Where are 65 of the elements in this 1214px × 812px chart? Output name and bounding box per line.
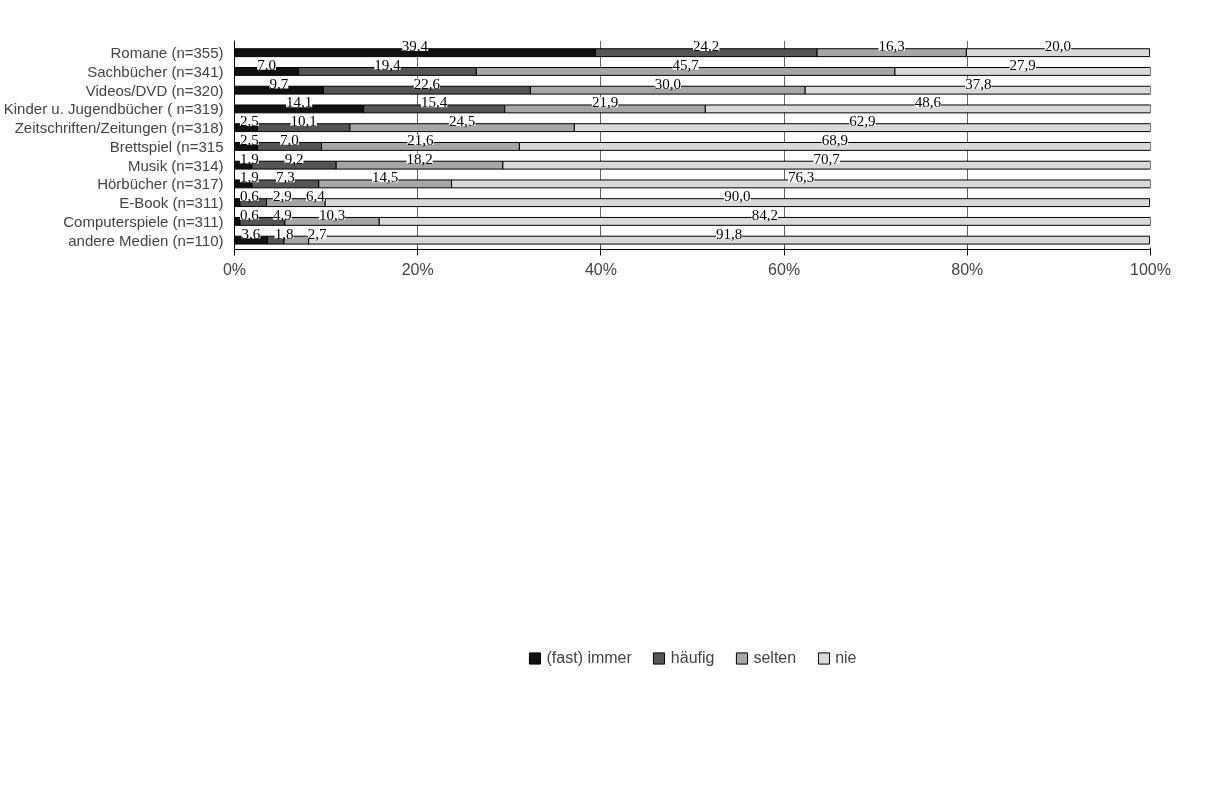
data-label: 4,9 xyxy=(272,206,292,223)
data-label: 1,8 xyxy=(274,225,294,242)
data-label: 2,5 xyxy=(239,131,259,148)
data-label: 19,4 xyxy=(374,56,402,73)
y-tick-label: Brettspiel (n=315 xyxy=(109,137,224,155)
data-label: 1,9 xyxy=(239,169,259,186)
data-label: 76,3 xyxy=(787,169,815,186)
data-label: 21,9 xyxy=(591,94,619,111)
data-label: 14,1 xyxy=(285,94,313,111)
x-tick-label: 0% xyxy=(222,260,247,278)
y-tick-label: Musik (n=314) xyxy=(128,156,224,174)
y-tick-label: E-Book (n=311) xyxy=(119,194,224,212)
data-label: 6,4 xyxy=(306,188,326,205)
data-label: 7,3 xyxy=(275,169,295,186)
data-label: 3,6 xyxy=(241,225,261,242)
data-label: 14,5 xyxy=(372,169,399,186)
data-label: 0,6 xyxy=(239,206,260,223)
x-tick-label: 60% xyxy=(768,260,801,278)
data-label: 0,6 xyxy=(239,188,260,205)
data-label: 16,3 xyxy=(878,38,905,55)
data-label: 68,9 xyxy=(821,131,849,148)
y-tick-label: Hörbücher (n=317) xyxy=(97,175,224,193)
data-label: 10,1 xyxy=(290,113,317,130)
data-label: 27,9 xyxy=(1009,56,1036,73)
y-tick-label: andere Medien (n=110) xyxy=(68,231,224,249)
data-label: 2,5 xyxy=(239,113,259,130)
legend-label: nie xyxy=(835,649,857,667)
y-tick-label: Romane (n=355) xyxy=(110,44,224,62)
data-label: 48,6 xyxy=(914,94,942,111)
data-label: 24,2 xyxy=(693,38,720,55)
data-label: 45,7 xyxy=(672,56,700,73)
data-label: 1,9 xyxy=(239,150,259,167)
data-label: 22,6 xyxy=(413,75,441,92)
y-tick-label: Videos/DVD (n=320) xyxy=(85,81,224,99)
data-label: 2,7 xyxy=(307,225,327,242)
data-label: 7,0 xyxy=(257,56,276,73)
data-label: 84,2 xyxy=(751,206,778,223)
y-tick-label: Computerspiele (n=311) xyxy=(63,212,224,230)
data-label: 2,9 xyxy=(272,188,292,205)
data-label: 15,4 xyxy=(421,94,448,111)
x-tick-label: 20% xyxy=(401,260,434,278)
y-tick-label: Sachbücher (n=341) xyxy=(87,62,224,80)
data-label: 70,7 xyxy=(813,150,841,167)
legend-label: (fast) immer xyxy=(546,649,632,667)
data-label: 90,0 xyxy=(724,188,751,205)
data-label: 62,9 xyxy=(849,113,876,130)
data-label: 10,3 xyxy=(318,206,346,223)
data-label: 9,7 xyxy=(269,75,289,92)
x-tick-label: 100% xyxy=(1130,260,1171,278)
y-tick-label: Zeitschriften/Zeitungen (n=318) xyxy=(14,119,224,137)
x-tick-label: 80% xyxy=(951,260,984,278)
data-label: 24,5 xyxy=(449,113,476,130)
data-label: 91,8 xyxy=(716,225,743,242)
legend-label: häufig xyxy=(670,649,715,667)
data-label: 30,0 xyxy=(654,75,681,92)
data-label: 9,2 xyxy=(284,150,304,167)
data-label: 21,6 xyxy=(407,131,435,148)
data-label: 20,0 xyxy=(1044,38,1072,55)
data-label: 7,0 xyxy=(280,131,299,148)
data-label: 37,8 xyxy=(965,75,992,92)
x-tick-label: 40% xyxy=(584,260,617,278)
data-label: 39,4 xyxy=(401,38,429,55)
y-tick-label: Kinder u. Jugendbücher ( n=319) xyxy=(3,100,224,118)
data-label: 18,2 xyxy=(406,150,433,167)
legend-label: selten xyxy=(753,649,797,667)
